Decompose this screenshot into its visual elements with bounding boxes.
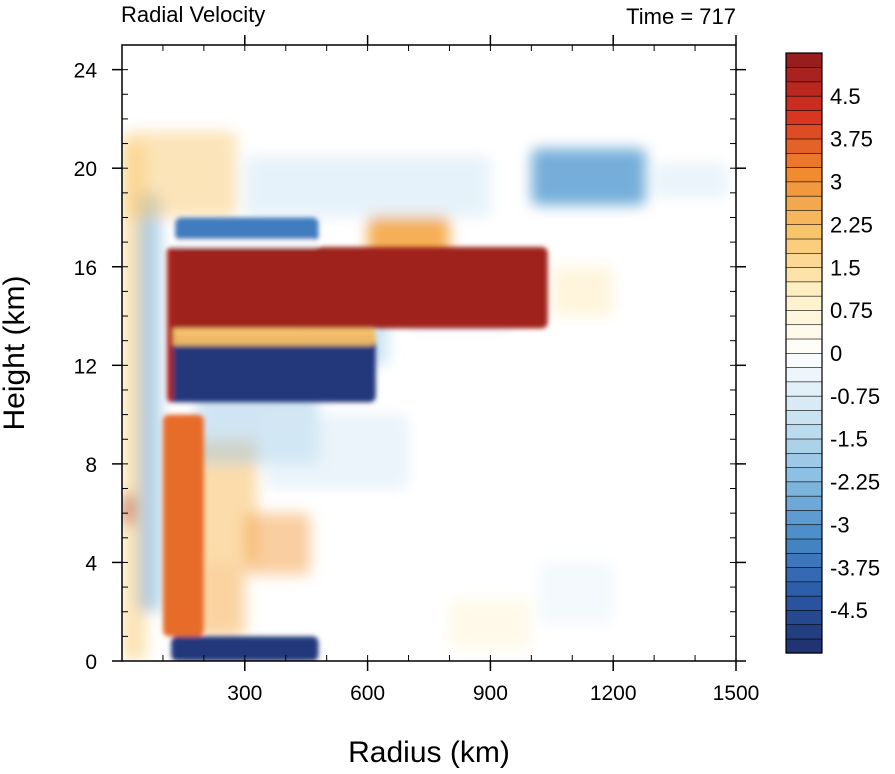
colorbar-swatch [785, 381, 823, 397]
chart-title: Radial Velocity [121, 2, 265, 27]
colorbar-swatch [785, 409, 823, 426]
colorbar-swatch [785, 52, 823, 68]
far-upper-blue [654, 163, 728, 198]
colorbar-swatch [785, 495, 823, 511]
colorbar-swatch [785, 438, 823, 454]
boundary-inflow [171, 636, 319, 661]
time-label: Time = 717 [626, 4, 736, 29]
colorbar-swatch [785, 452, 823, 468]
colorbar-swatch [785, 638, 823, 654]
colorbar-swatch [785, 466, 823, 483]
y-tick-label: 20 [74, 158, 97, 181]
colorbar-swatch [785, 66, 823, 83]
outflow-tail [551, 266, 614, 317]
colorbar-tick-label: 3.75 [830, 127, 873, 152]
inflow-jet [167, 335, 376, 403]
colorbar-swatch [785, 109, 823, 126]
colorbar-tick-label: -4.5 [830, 598, 868, 623]
colorbar-swatch [785, 609, 823, 626]
colorbar-swatch [785, 624, 823, 640]
colorbar-swatch [785, 224, 823, 240]
colorbar-swatch [785, 124, 823, 140]
plot-frame [121, 44, 737, 662]
outflow-top-gap [169, 239, 319, 248]
y-tick-label: 4 [85, 552, 97, 575]
axis-ticks: 300 600 900 1200 1500 0 4 8 12 16 20 24 [74, 35, 760, 705]
colorbar-tick-label: -2.25 [830, 470, 880, 495]
y-axis-title: Height (km) [0, 275, 31, 430]
colorbar-swatch [785, 281, 823, 297]
colorbar-tick-label: 0 [830, 341, 842, 366]
velocity-field [122, 131, 728, 661]
colorbar-swatch [785, 309, 823, 326]
colorbar-tick-label: -1.5 [830, 427, 868, 452]
field-sharp-layer [162, 217, 548, 661]
colorbar-swatch [785, 138, 823, 154]
colorbar-frame [785, 52, 823, 654]
colorbar-swatch [785, 509, 823, 526]
colorbar-swatch [785, 352, 823, 368]
colorbar-swatch [785, 152, 823, 168]
colorbar-tick-label: 1.5 [830, 255, 861, 280]
colorbar-tick-label: -3 [830, 512, 850, 537]
colorbar-swatch [785, 524, 823, 540]
colorbar-swatch [785, 552, 823, 568]
colorbar-swatch [785, 238, 823, 254]
colorbar-tick-label: 3 [830, 170, 842, 195]
x-axis-title: Radius (km) [348, 736, 510, 769]
colorbar-swatch [785, 166, 823, 183]
y-tick-label: 12 [74, 355, 97, 378]
y-tick-label: 24 [74, 60, 98, 83]
colorbar-swatch [785, 581, 823, 597]
low-warm-region [195, 562, 245, 637]
low-far-cream [449, 599, 532, 649]
x-tick-label: 1500 [713, 682, 760, 705]
colorbar-tick-label: -3.75 [830, 555, 880, 580]
colorbar-swatch [785, 366, 823, 383]
colorbar-swatch [785, 266, 823, 283]
colorbar-swatch [785, 252, 823, 268]
colorbar-tick-label: 2.25 [830, 212, 873, 237]
colorbar-swatch [785, 195, 823, 211]
low-orange-spot [244, 513, 311, 575]
colorbar-tick-label: 0.75 [830, 298, 873, 323]
colorbar-swatch [785, 595, 823, 611]
colorbar-swatch [785, 324, 823, 340]
colorbar-swatch [785, 395, 823, 411]
colorbar-swatch [785, 538, 823, 554]
colorbar-swatch [785, 95, 823, 111]
colorbar-swatch [785, 566, 823, 583]
outflow-orange-edge [169, 328, 376, 346]
inner-cool-band [138, 192, 161, 612]
x-tick-label: 1200 [590, 682, 637, 705]
low-red-spot [124, 493, 133, 526]
colorbar-swatch [785, 181, 823, 197]
colorbar: 4.5 3.75 3 2.25 1.5 0.75 0 -0.75 -1.5 -2.25 -3 -3.7… [785, 52, 880, 654]
x-tick-label: 600 [350, 682, 385, 705]
mid-light-blue [265, 414, 409, 489]
colorbar-swatch [785, 209, 823, 226]
x-tick-label: 900 [473, 682, 508, 705]
colorbar-swatch [785, 424, 823, 440]
eyewall-updraft [162, 414, 204, 637]
y-tick-label: 16 [74, 257, 97, 280]
top-warm-cells [122, 131, 237, 218]
low-far-blue [539, 562, 614, 625]
upper-inflow-band [175, 217, 319, 243]
colorbar-swatch [785, 295, 823, 311]
eyewall-core-edge [167, 247, 174, 403]
x-tick-label: 300 [227, 682, 262, 705]
colorbar-swatch [785, 481, 823, 497]
colorbar-tick-label: 4.5 [830, 84, 861, 109]
field-soft-layer [122, 131, 728, 661]
colorbar-swatch [785, 81, 823, 97]
colorbar-tick-label: -0.75 [830, 384, 880, 409]
upper-light-blue [244, 155, 491, 218]
far-blue-cell [531, 148, 646, 206]
y-tick-label: 0 [85, 651, 97, 674]
y-tick-label: 8 [85, 454, 97, 477]
colorbar-swatch [785, 338, 823, 354]
outflow-jet [167, 247, 548, 329]
